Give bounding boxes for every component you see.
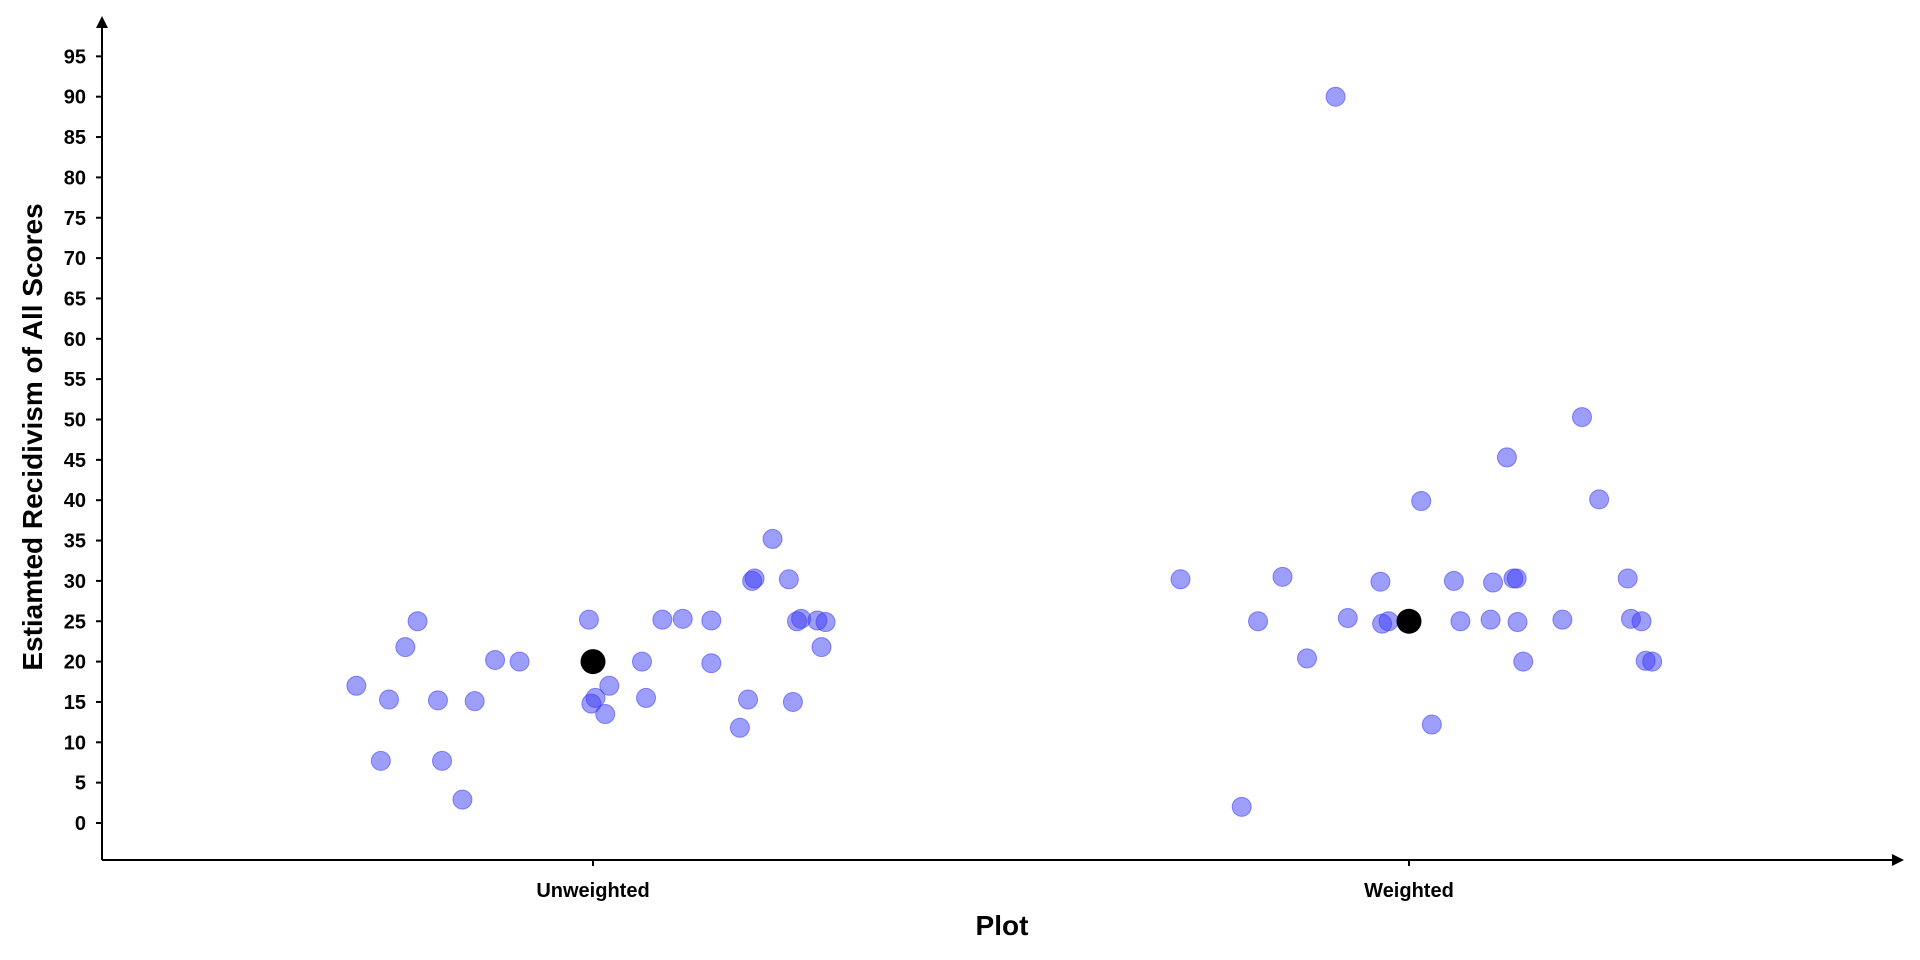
- mean-points: [580, 608, 1422, 675]
- data-point: [1552, 609, 1573, 630]
- y-tick-label: 45: [64, 450, 86, 472]
- data-point: [432, 750, 453, 771]
- data-point: [1325, 86, 1346, 107]
- data-point: [1297, 648, 1317, 669]
- data-point: [1248, 611, 1269, 632]
- data-point: [485, 649, 506, 670]
- data-point: [395, 637, 416, 658]
- y-tick-label: 50: [64, 410, 86, 432]
- y-tick-label: 15: [64, 692, 86, 714]
- y-tick-label: 30: [64, 571, 86, 593]
- data-point: [1272, 566, 1293, 587]
- data-point: [578, 609, 599, 630]
- data-point: [701, 653, 722, 674]
- data-point: [509, 651, 530, 672]
- y-tick-label: 25: [64, 611, 86, 633]
- y-tick-label: 70: [64, 248, 86, 270]
- data-point: [1642, 651, 1663, 672]
- data-point: [672, 608, 693, 629]
- y-tick-label: 60: [64, 329, 86, 351]
- x-axis-title: Plot: [976, 910, 1029, 941]
- data-point: [1507, 612, 1528, 633]
- data-point: [744, 568, 765, 589]
- data-point: [782, 691, 803, 712]
- y-tick-label: 10: [64, 732, 86, 754]
- y-tick-label: 85: [64, 127, 86, 149]
- data-point: [729, 717, 750, 738]
- data-point: [652, 609, 673, 630]
- data-point: [464, 691, 485, 712]
- data-point: [1589, 489, 1610, 510]
- y-tick-label: 65: [64, 288, 86, 310]
- x-tick-label: Unweighted: [536, 880, 649, 902]
- data-point: [811, 637, 832, 658]
- data-point: [407, 611, 428, 632]
- y-tick-label: 95: [64, 46, 86, 68]
- y-tick-label: 5: [75, 773, 86, 795]
- data-point: [452, 789, 473, 810]
- data-point: [1231, 796, 1252, 817]
- data-point: [1506, 568, 1527, 589]
- data-point: [815, 612, 836, 633]
- data-point: [1513, 651, 1534, 672]
- x-tick-label: Weighted: [1364, 880, 1454, 902]
- x-ticks: Unweighted Weighted: [536, 860, 1454, 902]
- data-point: [1378, 611, 1399, 632]
- mean-point: [1396, 608, 1422, 634]
- y-axis-title: Estiamted Recidivism of All Scores: [17, 203, 48, 670]
- data-point: [1411, 491, 1432, 512]
- data-point: [1480, 609, 1501, 630]
- y-tick-label: 20: [64, 652, 86, 674]
- data-point: [599, 675, 620, 696]
- data-point: [636, 687, 657, 708]
- axes: [96, 16, 1904, 866]
- data-point: [762, 528, 783, 549]
- data-point: [427, 690, 448, 711]
- data-point: [595, 704, 616, 725]
- data-point: [778, 569, 799, 590]
- y-tick-label: 55: [64, 369, 86, 391]
- data-point: [1571, 407, 1592, 428]
- y-ticks: 0 5 10 15 20 25 30 35 40 45 50 55 60 65 70 75 80 85 90 95: [64, 46, 102, 835]
- data-point: [1496, 447, 1517, 468]
- data-point: [1170, 569, 1191, 590]
- data-point: [1337, 608, 1358, 629]
- y-tick-label: 40: [64, 490, 86, 512]
- data-point: [1443, 570, 1464, 591]
- y-tick-label: 35: [64, 531, 86, 553]
- y-axis-arrow: [96, 16, 108, 28]
- data-point: [1617, 568, 1638, 589]
- data-point: [631, 651, 652, 672]
- data-point: [1483, 572, 1504, 593]
- data-point: [1631, 611, 1652, 632]
- data-point: [738, 689, 759, 710]
- data-point: [346, 675, 367, 696]
- data-point: [1421, 714, 1442, 735]
- y-tick-label: 90: [64, 87, 86, 109]
- data-point: [370, 750, 391, 771]
- y-tick-label: 75: [64, 208, 86, 230]
- data-point: [701, 610, 722, 631]
- data-point: [379, 689, 399, 710]
- data-point: [1370, 571, 1391, 592]
- y-tick-label: 80: [64, 167, 86, 189]
- y-tick-label: 0: [75, 813, 86, 835]
- data-points: [346, 86, 1663, 817]
- data-point: [585, 687, 606, 708]
- data-point: [1450, 611, 1471, 632]
- mean-point: [580, 649, 606, 675]
- x-axis-arrow: [1892, 854, 1904, 866]
